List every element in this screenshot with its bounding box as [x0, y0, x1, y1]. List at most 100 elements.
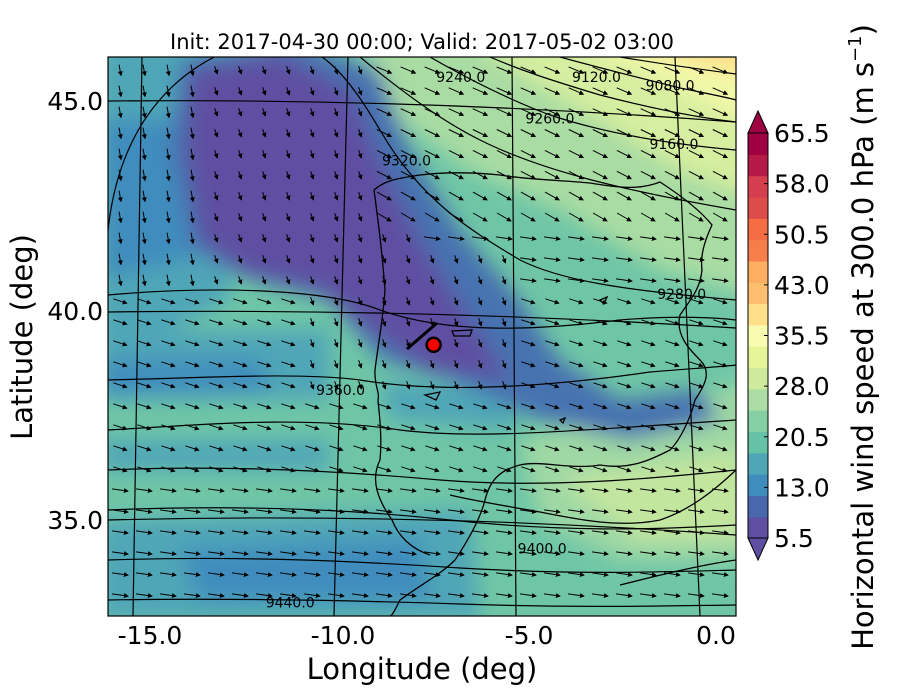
wind-vector [473, 445, 488, 452]
wind-vector [333, 381, 339, 390]
wind-vector [137, 466, 152, 473]
wind-vector [472, 509, 489, 515]
wind-vector [281, 382, 296, 389]
wind-vector [285, 129, 291, 138]
wind-vector [352, 509, 369, 515]
wind-vector [137, 424, 152, 431]
wind-vector [616, 170, 632, 180]
wind-vector [616, 129, 633, 137]
wind-vector [712, 149, 728, 159]
wind-vector [568, 593, 585, 599]
wind-vector [165, 232, 171, 245]
wind-vector [309, 381, 315, 390]
wind-vector [592, 593, 609, 599]
wind-vector [520, 236, 537, 242]
wind-vector [113, 445, 128, 452]
wind-vector [333, 213, 339, 222]
wind-vector [545, 340, 560, 347]
wind-vector [424, 149, 440, 159]
wind-vector [477, 297, 483, 306]
wind-vector [189, 169, 195, 182]
wind-vector [309, 213, 315, 222]
wind-vector [593, 445, 608, 452]
wind-vector [448, 191, 464, 201]
wind-vector [285, 87, 291, 96]
colorbar-tick-label: 65.5 [774, 119, 830, 148]
wind-vector [477, 360, 483, 369]
wind-vector [233, 424, 248, 431]
wind-vector [689, 424, 704, 431]
wind-vector [281, 340, 296, 347]
wind-vector [640, 236, 657, 242]
wind-vector [328, 572, 345, 578]
wind-vector [617, 340, 632, 347]
wind-vector [261, 129, 267, 138]
wind-vector [237, 108, 243, 117]
wind-vector [333, 129, 339, 138]
wind-vector [616, 488, 633, 494]
wind-vector [616, 66, 633, 74]
wind-vector [521, 361, 536, 368]
wind-vector [381, 381, 387, 390]
wind-vector [640, 66, 657, 74]
wind-vector [521, 340, 536, 347]
wind-vector [448, 509, 465, 515]
wind-vector [713, 466, 728, 473]
wind-vector [352, 551, 369, 557]
wind-vector [209, 424, 224, 431]
wind-vector [592, 212, 608, 222]
wind-vector [309, 87, 315, 96]
wind-vector [568, 236, 585, 242]
wind-vector [520, 257, 537, 263]
wind-vector [544, 278, 561, 284]
wind-vector [712, 191, 728, 201]
wind-vector [688, 149, 704, 159]
wind-vector [688, 236, 705, 242]
wind-vector [165, 106, 171, 119]
wind-vector [381, 255, 387, 264]
wind-vector [333, 360, 339, 369]
wind-vector [641, 382, 656, 389]
wind-vector [189, 85, 195, 98]
colorbar-band [748, 260, 768, 283]
colorbar-label-end: ) [846, 24, 880, 35]
wind-vector [689, 298, 704, 305]
wind-vector [473, 403, 488, 410]
wind-vector [352, 593, 369, 599]
wind-vector [712, 257, 729, 263]
y-axis-label: Latitude (deg) [5, 234, 39, 440]
wind-vector [112, 572, 129, 578]
wind-vector [568, 170, 584, 180]
wind-vector [213, 213, 219, 222]
wind-vector [400, 66, 417, 74]
wind-vector [449, 445, 464, 452]
colorbar-label-main: Horizontal wind speed at 300.0 hPa (m s [846, 62, 880, 650]
wind-vector [161, 361, 176, 368]
wind-vector [453, 276, 459, 285]
wind-vector [184, 572, 201, 578]
wind-vector [664, 108, 681, 116]
wind-vector [237, 87, 243, 96]
wind-vector [641, 466, 656, 473]
wind-vector [640, 108, 657, 116]
wind-vector [165, 64, 171, 77]
wind-vector [429, 360, 435, 369]
wind-vector [161, 382, 176, 389]
wind-vector [640, 551, 657, 557]
wind-vector [713, 361, 728, 368]
marker-stick [406, 321, 438, 351]
wind-vector [592, 191, 608, 201]
wind-vector [329, 424, 344, 431]
wind-vector [141, 211, 147, 224]
wind-vector [209, 382, 224, 389]
wind-vector [497, 466, 512, 473]
wind-vector [117, 127, 123, 140]
wind-vector [641, 424, 656, 431]
wind-vector [329, 403, 344, 410]
wind-vector [641, 298, 656, 305]
wind-vector [232, 488, 249, 494]
wind-vector [185, 382, 200, 389]
wind-vector [280, 551, 297, 557]
wind-vector [569, 466, 584, 473]
wind-vector [285, 276, 291, 285]
